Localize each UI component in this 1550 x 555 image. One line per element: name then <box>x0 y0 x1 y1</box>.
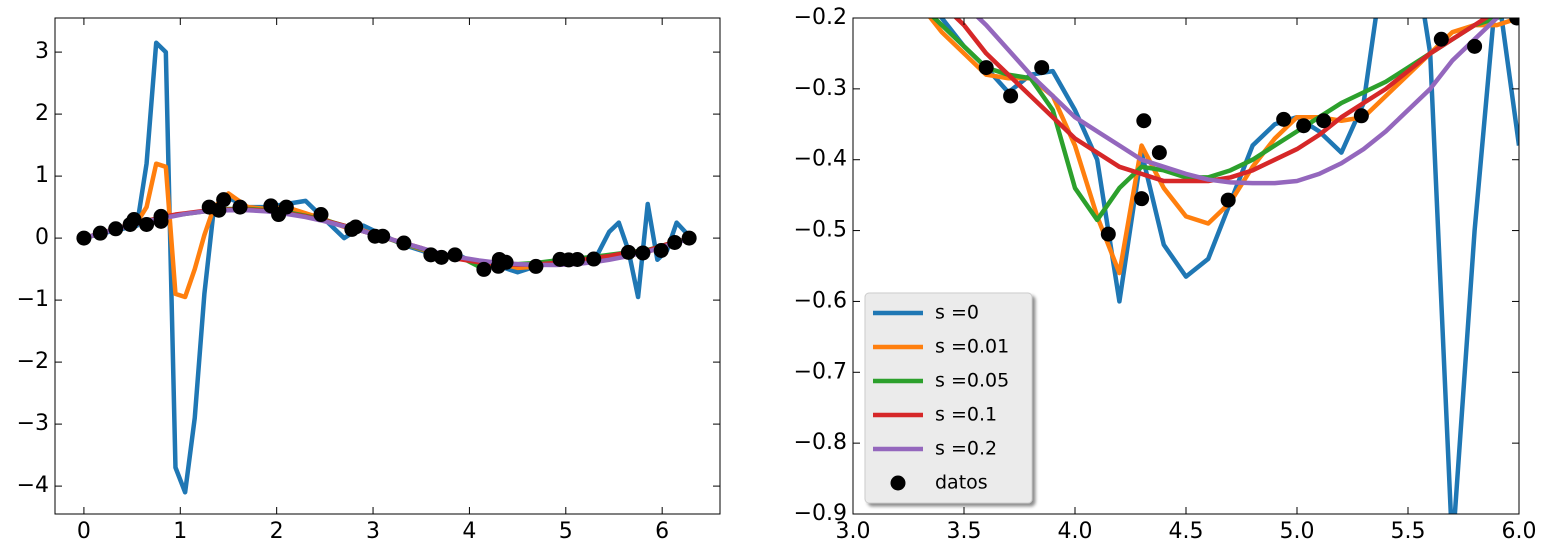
data-point <box>635 245 651 261</box>
data-point <box>476 261 492 277</box>
legend-label: datos <box>935 472 988 494</box>
legend-marker <box>890 475 906 491</box>
y-tick-label: −0.2 <box>794 5 847 30</box>
data-point <box>1316 113 1332 129</box>
x-tick-label: 0 <box>77 519 91 544</box>
data-point <box>1136 113 1152 129</box>
legend-label: s =0.01 <box>935 336 1009 358</box>
legend-label: s =0.1 <box>935 404 997 426</box>
data-point <box>139 216 155 232</box>
y-tick-label: 2 <box>35 101 49 126</box>
axes-frame <box>54 17 721 515</box>
data-point <box>978 60 994 76</box>
x-tick-label: 3.5 <box>947 519 982 544</box>
data-point <box>569 251 585 267</box>
y-tick-label: 0 <box>35 225 49 250</box>
data-point <box>375 228 391 244</box>
data-point <box>396 235 412 251</box>
series-line <box>931 18 1505 223</box>
data-point <box>348 219 364 235</box>
data-point <box>447 247 463 263</box>
series-line <box>927 18 1519 276</box>
series-line <box>975 18 1501 186</box>
data-point <box>653 243 669 258</box>
data-point <box>498 254 514 270</box>
plot-area <box>76 40 697 495</box>
data-point <box>1100 226 1116 242</box>
x-tick-label: 1 <box>173 519 187 544</box>
x-tick-label: 3.0 <box>836 519 871 544</box>
data-point <box>1034 60 1050 76</box>
x-tick-label: 4 <box>462 519 476 544</box>
series-line <box>953 18 1490 184</box>
data-point <box>1134 191 1150 207</box>
x-tick-label: 2 <box>270 519 284 544</box>
data-point <box>232 199 248 215</box>
data-point <box>1353 108 1369 124</box>
data-point <box>313 207 329 223</box>
plot-area <box>927 18 1519 514</box>
x-tick-label: 3 <box>366 519 380 544</box>
data-point <box>216 192 232 208</box>
data-point <box>1296 118 1312 134</box>
y-tick-label: −0.5 <box>794 218 847 243</box>
data-point <box>620 244 636 260</box>
data-point <box>1276 111 1292 127</box>
y-tick-label: −2 <box>17 349 49 374</box>
y-tick-label: −0.4 <box>794 147 847 172</box>
data-point <box>153 213 169 229</box>
data-point <box>1467 38 1483 54</box>
data-point <box>1433 31 1449 47</box>
data-point <box>586 251 602 267</box>
x-tick-label: 5.0 <box>1280 519 1315 544</box>
y-tick-label: −0.7 <box>794 359 847 384</box>
data-point <box>1003 88 1019 104</box>
y-tick-label: −0.3 <box>794 76 847 101</box>
data-point <box>667 234 683 250</box>
y-tick-label: 1 <box>35 163 49 188</box>
axes: 3.0 3.5 4.0 4.5 5.0 5.5 6.0 −0.9 −0.8 −0.7 −0.6 −0.… <box>794 5 1537 544</box>
y-tick-label: −3 <box>17 411 49 436</box>
data-point <box>528 258 544 274</box>
data-point <box>1151 145 1167 161</box>
y-tick-label: 3 <box>35 39 49 64</box>
y-tick-label: −0.6 <box>794 288 847 313</box>
x-tick-label: 4.5 <box>1169 519 1204 544</box>
x-tick-label: 4.0 <box>1058 519 1093 544</box>
data-point <box>126 212 142 227</box>
data-point <box>1509 18 1519 26</box>
series-line <box>83 161 692 300</box>
x-tick-label: 5.5 <box>1391 519 1426 544</box>
y-tick-label: −0.9 <box>794 501 847 526</box>
y-tick-label: −4 <box>17 473 49 498</box>
data-point <box>278 199 294 215</box>
y-tick-label: −1 <box>17 287 49 312</box>
legend-label: s =0.2 <box>935 438 997 460</box>
y-tick-label: −0.8 <box>794 430 847 455</box>
x-tick-label: 6 <box>655 519 669 544</box>
legend-label: s =0 <box>935 302 979 324</box>
data-point <box>108 221 124 237</box>
data-point <box>1220 192 1236 208</box>
data-point <box>76 230 92 246</box>
x-tick-label: 5 <box>559 519 573 544</box>
x-tick-label: 6.0 <box>1502 519 1537 544</box>
data-point <box>681 230 697 246</box>
data-point <box>433 249 449 265</box>
legend: s =0 s =0.01 s =0.05 s =0.1 s =0.2 datos <box>864 292 1033 504</box>
legend-label: s =0.05 <box>935 370 1009 392</box>
axes: 0 1 2 3 4 5 6 −4 −3 −2 −1 0 1 2 3 <box>17 17 721 544</box>
data-point <box>92 225 108 241</box>
